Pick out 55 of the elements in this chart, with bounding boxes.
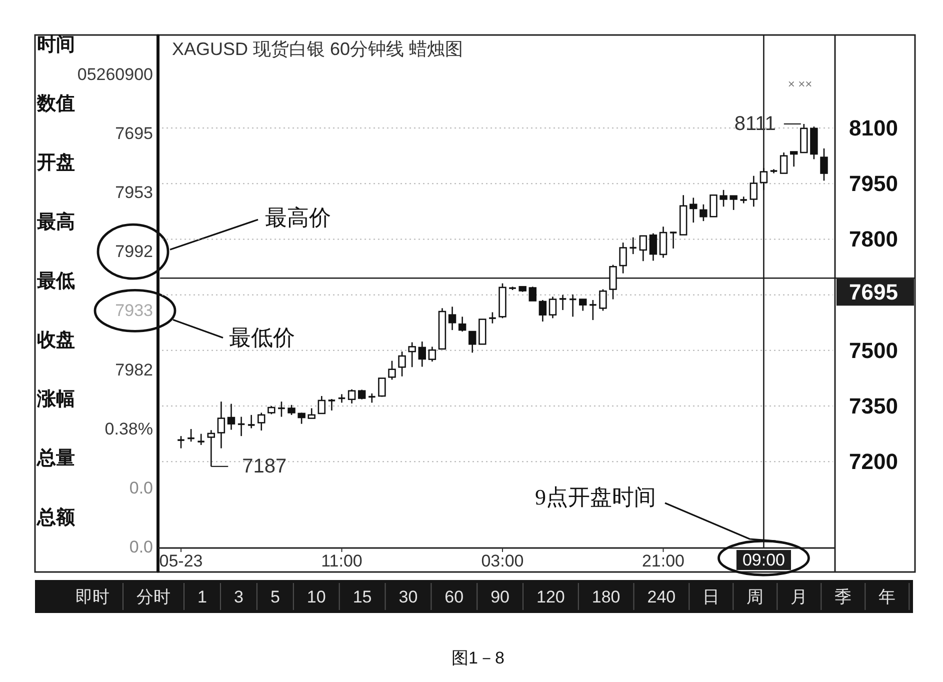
x-tick-label: 11:00 <box>321 552 362 570</box>
text: 月 <box>790 588 808 606</box>
text: 240 <box>647 588 676 606</box>
text: 7992 <box>115 242 153 262</box>
x-tick-label: 05-23 <box>159 552 203 570</box>
x-tick-label: 03:00 <box>481 552 524 570</box>
text: 周 <box>746 588 764 606</box>
annotation: 9点开盘时间 <box>535 484 656 510</box>
text: 0.0 <box>129 478 153 498</box>
y-tick-label: 7200 <box>849 449 898 474</box>
text: 总额 <box>36 506 76 528</box>
y-tick-label: 8100 <box>849 116 898 141</box>
y-tick-label: 7950 <box>849 171 898 196</box>
y-tick-label: 7350 <box>849 394 898 419</box>
text: 7695 <box>115 124 153 143</box>
text: 10 <box>306 588 326 606</box>
text: 60 <box>444 588 464 606</box>
x-tick-label: 21:00 <box>642 552 685 570</box>
text: 7933 <box>115 301 153 320</box>
text: 3 <box>234 588 244 606</box>
text: 收盘 <box>37 330 75 351</box>
annotation: 7187 <box>242 455 287 478</box>
y-tick-label: 7800 <box>849 226 898 252</box>
caption: 图1－8 <box>452 648 504 668</box>
text: 即时 <box>76 588 110 606</box>
text: 分时 <box>136 588 170 606</box>
text: 总量 <box>36 447 75 470</box>
text: 最低 <box>36 270 75 292</box>
text: 年 <box>878 588 896 606</box>
annotation: 最低价 <box>229 325 295 350</box>
text: 90 <box>490 588 510 606</box>
text: 120 <box>536 588 565 606</box>
chart-title: XAGUSD 现货白银 60分钟线 蜡烛图 <box>172 39 464 59</box>
annotation: 最高价 <box>265 205 331 230</box>
text: 数值 <box>36 94 75 115</box>
ref-line-label: 7695 <box>849 280 898 305</box>
text: 开盘 <box>36 152 75 174</box>
text: 日 <box>702 588 720 606</box>
text: 时间 <box>37 34 75 56</box>
text: 7982 <box>115 360 153 380</box>
text: 5 <box>270 588 280 606</box>
text: 涨幅 <box>36 389 75 410</box>
text: 季 <box>834 588 852 606</box>
annotation: × ×× <box>788 77 812 91</box>
text: 15 <box>352 588 372 606</box>
text: 05260900 <box>77 64 153 84</box>
y-tick-label: 7500 <box>849 338 898 363</box>
text: 0.38% <box>104 419 153 438</box>
x-tick-label: 09:00 <box>742 550 785 570</box>
text: 30 <box>398 588 418 606</box>
text: 180 <box>592 588 620 606</box>
text: 7953 <box>115 183 153 202</box>
text: 最高 <box>36 210 75 233</box>
text: 1 <box>198 588 207 606</box>
text: 0.0 <box>129 538 153 557</box>
